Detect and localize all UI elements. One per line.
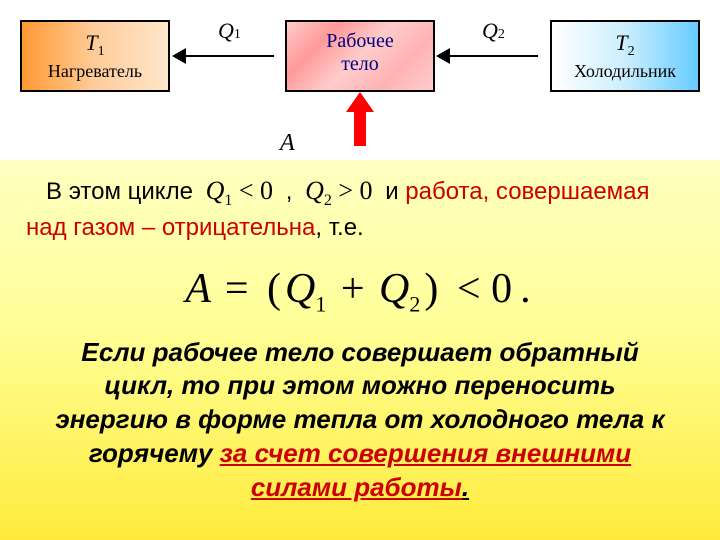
p1-part2: и <box>385 178 405 205</box>
eq-plus: + <box>337 266 369 312</box>
eq-q2-sub: 2 <box>409 292 420 317</box>
p1-part1: В этом цикле <box>46 178 200 205</box>
main-equation: A = (Q1 + Q2) < 0. <box>26 265 694 317</box>
arrow-q1-line <box>184 55 274 57</box>
cooler-box: T2 Холодильник <box>550 20 700 92</box>
eq-lhs: A <box>185 266 210 312</box>
eq-dot: . <box>516 266 535 312</box>
eq-rel: < 0 <box>442 266 516 312</box>
cooler-temp-symbol: T <box>615 30 627 55</box>
heater-label: Нагреватель <box>48 61 142 81</box>
p2-dot: . <box>462 472 469 502</box>
eq-q1: Q <box>285 266 315 312</box>
eq-rparen: ) <box>420 266 442 312</box>
q1-inequality: Q1 < 0 <box>200 176 279 205</box>
heater-temp-symbol: T <box>85 30 97 55</box>
p1-part3: , т.е. <box>315 214 363 241</box>
heater-temp-sub: 1 <box>98 44 105 59</box>
work-arrow-shaft <box>354 108 366 146</box>
cooler-label: Холодильник <box>574 61 676 81</box>
comma: , <box>286 178 299 205</box>
paragraph-2: Если рабочее тело совершает обратный цик… <box>26 336 694 505</box>
box-row: T1 Нагреватель Рабочее тело T2 Холодильн… <box>0 20 720 92</box>
work-label: A <box>280 130 295 157</box>
cooler-temp-sub: 2 <box>628 44 635 59</box>
arrow-q2-line <box>448 55 538 57</box>
q2-inequality: Q2 > 0 <box>299 176 378 205</box>
q2-label: Q2 <box>482 18 505 44</box>
working-body-line1: Рабочее <box>291 30 429 53</box>
arrow-q2-head <box>436 48 450 64</box>
paragraph-1: В этом цикле Q1 < 0 , Q2 > 0 и работа, с… <box>26 174 694 243</box>
eq-equals: = <box>221 266 253 312</box>
q1-symbol: Q <box>218 18 234 43</box>
eq-lparen: ( <box>263 266 285 312</box>
thermodynamic-diagram: T1 Нагреватель Рабочее тело T2 Холодильн… <box>0 0 720 160</box>
q1-sub: 1 <box>234 27 241 42</box>
p2-red: за счет совершения внешними силами работ… <box>220 438 632 502</box>
q2-sub: 2 <box>498 27 505 42</box>
text-content: В этом цикле Q1 < 0 , Q2 > 0 и работа, с… <box>0 160 720 505</box>
working-body-line2: тело <box>291 53 429 76</box>
heater-box: T1 Нагреватель <box>20 20 170 92</box>
working-body-box: Рабочее тело <box>285 20 435 92</box>
arrow-q1-head <box>172 48 186 64</box>
q1-label: Q1 <box>218 18 241 44</box>
eq-q1-sub: 1 <box>315 292 326 317</box>
eq-q2: Q <box>379 266 409 312</box>
q2-symbol: Q <box>482 18 498 43</box>
